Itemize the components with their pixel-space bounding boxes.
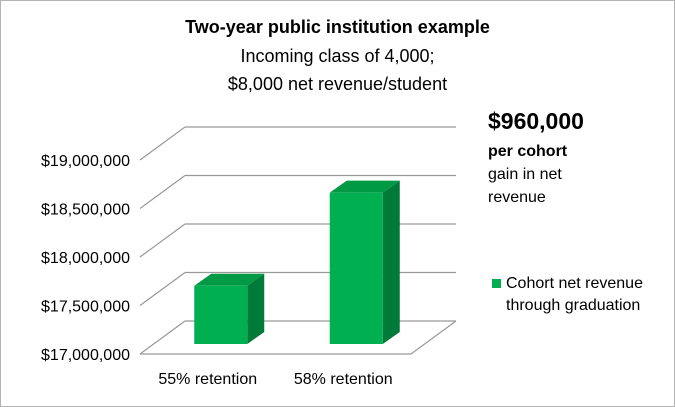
x-axis-categories: 55% retention 58% retention: [158, 371, 392, 388]
legend-label-line1: Cohort net revenue: [506, 275, 643, 292]
bar-top: [194, 273, 265, 286]
x-category-label: 58% retention: [294, 371, 393, 388]
annotation-per-cohort: per cohort: [488, 143, 568, 160]
legend-label-line2: through graduation: [506, 297, 641, 314]
gridlines: [139, 126, 457, 355]
y-tick-label: $17,500,000: [41, 299, 130, 316]
bar-side: [247, 273, 265, 344]
gridline-diagonal: [139, 272, 186, 306]
bar: [194, 285, 248, 344]
y-tick-label: $18,500,000: [41, 202, 130, 219]
x-category-label: 55% retention: [158, 371, 257, 388]
y-tick-label: $19,000,000: [41, 153, 130, 170]
chart-subtitle-line1: Incoming class of 4,000;: [240, 46, 435, 66]
annotation-line2: revenue: [488, 189, 546, 206]
y-axis-ticks: $17,000,000 $17,500,000 $18,000,000 $18,500…: [41, 153, 130, 364]
floor-right-edge: [410, 320, 457, 355]
y-tick-label: $18,000,000: [41, 250, 130, 267]
gridline-diagonal: [139, 320, 186, 355]
annotation-amount: $960,000: [488, 108, 584, 134]
annotation-line1: gain in net: [488, 166, 562, 183]
bar-side: [382, 180, 400, 344]
gridline-diagonal: [139, 175, 186, 209]
bar: [329, 192, 383, 344]
chart-subtitle-line2: $8,000 net revenue/student: [227, 74, 448, 94]
gridline-diagonal: [139, 223, 186, 258]
bars: [194, 180, 400, 344]
y-tick-label: $17,000,000: [41, 347, 130, 364]
gridline-diagonal: [139, 126, 186, 161]
chart-title: Two-year public institution example: [185, 17, 490, 37]
bar-top: [329, 180, 400, 193]
legend-swatch: [492, 279, 501, 288]
